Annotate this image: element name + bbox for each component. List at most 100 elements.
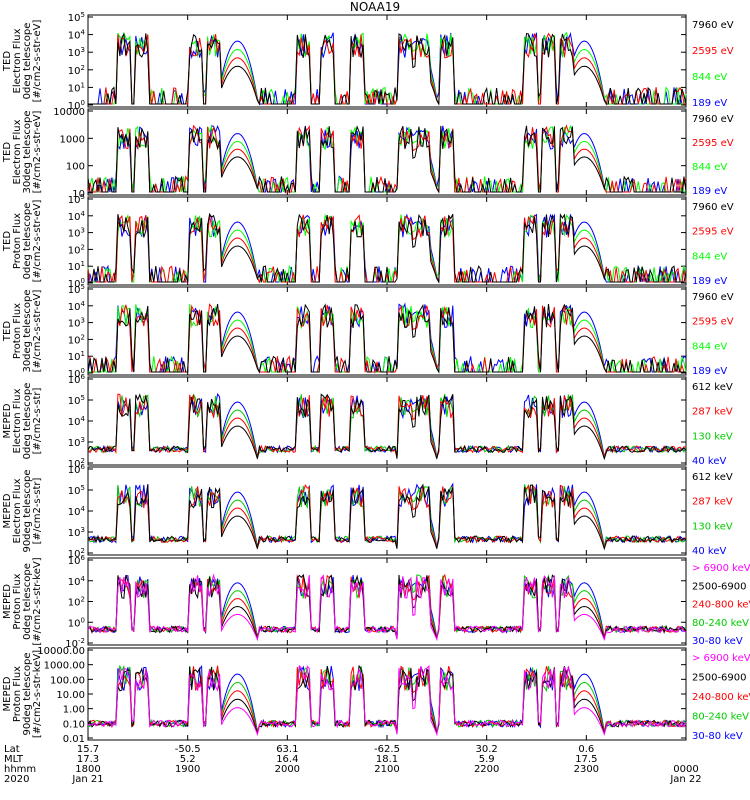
legend-entry: 80-240 keV [692,712,749,723]
y-tick-label: 104 [68,575,86,588]
y-tick-label: 100 [68,616,85,629]
y-tick-label: 100.00 [50,675,85,686]
y-tick-label: 10.00 [56,690,85,701]
y-axis-label-line: MEPED [2,584,13,619]
y-tick-label: 103 [68,46,85,59]
y-tick-label: 104 [68,300,86,313]
legend-entry: 2595 eV [692,227,734,238]
legend-entry: 2595 eV [692,138,734,149]
panel-8 [87,647,687,741]
series-trace [87,482,687,549]
series-trace [88,303,687,374]
y-tick-label: 105 [68,283,85,296]
y-axis-label-line: [#/cm2-s-str] [32,477,43,544]
y-tick-label: 104 [68,29,86,42]
legend-entry: 240-800 keV [692,600,750,611]
series-trace [87,393,687,460]
series-trace [87,213,687,284]
series-trace [87,125,687,194]
y-tick-label: 102 [68,64,85,77]
series-trace [87,573,687,642]
y-axis-label-line: Electron Flux [12,478,23,543]
legend-entry: 287 keV [692,407,733,418]
ephemeris-value: 18.1 [376,754,398,765]
ephemeris-value: Jan 21 [71,774,103,785]
ephemeris-value: 2100 [374,764,399,775]
y-axis-label-line: [#/cm2-s-str-eV] [32,200,43,283]
y-tick-label: 105 [68,11,85,24]
y-tick-label: 1.00 [63,705,85,716]
ephemeris-row-label: hhmm [4,764,36,775]
panel-1 [87,14,687,108]
y-tick-label: 103 [68,227,85,240]
legend-entry: 189 eV [692,186,727,197]
ephemeris-value: 1900 [175,764,200,775]
series-trace [87,484,687,550]
panel-5 [87,376,687,466]
legend-entry: 2500-6900 [692,581,747,592]
chart-title: NOAA19 [349,0,401,14]
y-tick-label: 10 [72,189,85,200]
y-tick-label: 103 [68,526,85,539]
legend-entry: 612 keV [692,382,733,393]
legend-entry: 30-80 keV [692,636,743,647]
y-tick-label: 0.10 [63,719,85,730]
legend-entry: 30-80 keV [692,731,743,742]
y-tick-label: 103 [68,317,85,330]
series-trace [87,303,686,374]
ephemeris-value: 17.3 [77,754,99,765]
legend-entry: 40 keV [692,456,726,467]
y-axis-label-line: 90deg telescope [22,652,33,735]
y-axis-label-line: 90deg telescope [22,469,33,552]
legend-entry: > 6900 keV [692,653,750,664]
y-tick-label: 103 [68,436,85,449]
ephemeris-value: 16.4 [276,754,298,765]
y-axis-label-line: [#/cm2-s-str-eV] [32,290,43,373]
y-axis-label-line: Electron Flux [12,28,23,93]
ephemeris-value: 5.9 [479,754,495,765]
y-axis-label-line: [#/cm2-s-str-keV] [32,650,43,738]
y-axis-label-line: MEPED [2,493,13,528]
y-tick-label: 102 [68,596,85,609]
y-axis-label-line: MEPED [2,676,13,711]
ephemeris-value: 15.7 [77,744,99,755]
ephemeris-value: 2000 [275,764,300,775]
ephemeris-value: -50.5 [175,744,201,755]
legend-entry: 7960 eV [692,114,734,125]
series-trace [88,212,687,284]
legend-entry: 189 eV [692,98,727,109]
legend-entry: 2595 eV [692,46,734,57]
legend-entry: 40 keV [692,546,726,557]
y-tick-label: 104 [68,505,86,518]
ephemeris-row-label: 2020 [4,774,29,785]
y-axis-label-line: Proton Flux [12,573,23,629]
ephemeris-value: -62.5 [374,744,400,755]
ephemeris-value: 30.2 [476,744,498,755]
legend-entry: 844 eV [692,162,727,173]
series-trace [88,32,687,106]
y-tick-label: 10000 [53,107,85,118]
series-trace [88,32,686,106]
y-axis-label-line: [#/cm2-s-str-eV] [32,20,43,103]
y-tick-label: 101 [68,81,85,94]
ephemeris-value: 1800 [75,764,100,775]
y-axis-label-line: 0deg telescope [22,383,33,460]
y-axis-label-line: MEPED [2,403,13,438]
legend-entry: 612 keV [692,472,733,483]
ephemeris-value: Jan 22 [669,774,701,785]
legend-entry: 189 eV [692,276,727,287]
legend-entry: 189 eV [692,366,727,377]
series-trace [87,665,687,733]
ephemeris-value: 0.6 [578,744,594,755]
legend-entry: 844 eV [692,341,727,352]
y-axis-label-line: 0deg telescope [22,203,33,280]
panel-2 [87,108,687,196]
y-axis-label-line: TED [2,231,13,252]
legend-entry: 844 eV [692,72,727,83]
y-tick-label: 105 [68,193,85,206]
y-axis-label-line: 0deg telescope [22,23,33,100]
legend-entry: 130 keV [692,431,733,442]
series-trace [87,393,687,461]
legend-entry: 7960 eV [692,20,734,31]
